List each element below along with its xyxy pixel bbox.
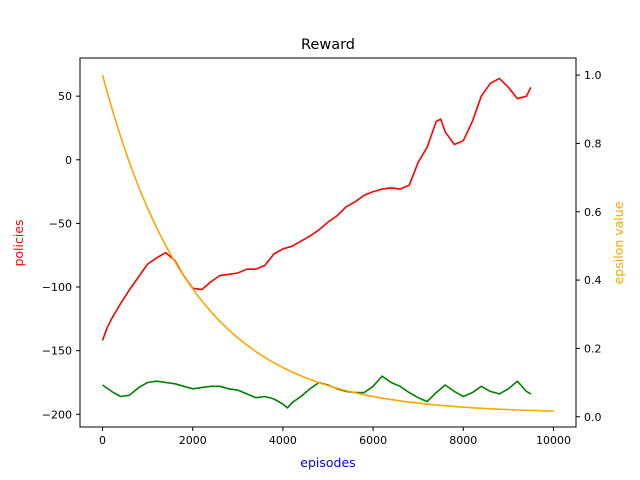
x-tick-label: 4000 — [269, 434, 297, 447]
x-tick-label: 2000 — [179, 434, 207, 447]
y-left-tick-label: −50 — [49, 217, 72, 230]
y-left-tick-label: 0 — [65, 154, 72, 167]
series-line-1 — [101, 77, 532, 341]
y-left-tick-label: −100 — [42, 281, 72, 294]
y-right-tick-label: 1.0 — [584, 69, 602, 82]
y-right-tick-label: 0.8 — [584, 137, 602, 150]
y-right-tick-label: 0.4 — [584, 274, 602, 287]
x-tick-label: 6000 — [359, 434, 387, 447]
x-axis: 0 2000 4000 6000 8000 10000 — [99, 427, 571, 447]
y-axis-left-label: policies — [11, 219, 26, 266]
y-right-tick-label: 0.6 — [584, 206, 602, 219]
x-tick-label: 0 — [99, 434, 106, 447]
x-axis-label: episodes — [300, 455, 355, 470]
y-left-tick-label: −200 — [42, 408, 72, 421]
chart-title: Reward — [301, 37, 355, 53]
y-axis-right-label: epsilon value — [611, 201, 626, 284]
y-right-tick-label: 0.0 — [584, 411, 602, 424]
y-left-tick-label: 50 — [58, 90, 72, 103]
x-tick-label: 10000 — [536, 434, 571, 447]
plot-frame — [79, 57, 577, 428]
y-axis-right: 0.0 0.2 0.4 0.6 0.8 1.0 — [576, 69, 602, 424]
plot-area — [101, 74, 554, 412]
y-right-tick-label: 0.2 — [584, 342, 602, 355]
y-axis-left: −200 −150 −100 −50 0 50 — [42, 90, 80, 421]
series-line-3 — [101, 74, 554, 412]
y-left-tick-label: −150 — [42, 345, 72, 358]
series-line-2 — [102, 375, 532, 409]
x-tick-label: 8000 — [449, 434, 477, 447]
